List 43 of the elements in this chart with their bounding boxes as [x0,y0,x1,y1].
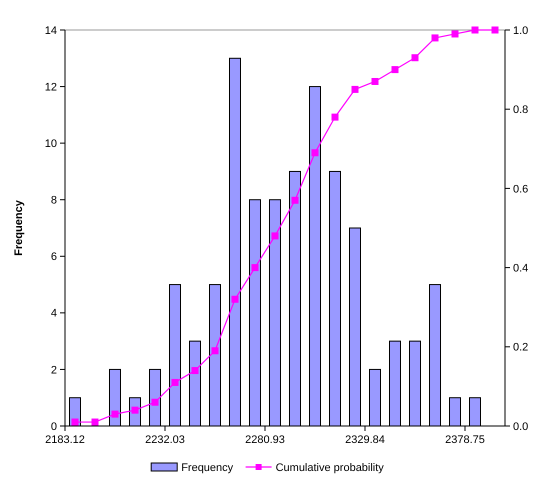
point [212,347,218,354]
point [91,418,98,426]
x-tick-label: 2378.75 [445,434,485,446]
point [152,398,159,406]
y-tick-label: 2 [50,364,57,376]
point [231,296,238,303]
y-tick-label: 4 [50,308,57,320]
y2-tick-label: 0.4 [513,262,528,274]
y2-tick-label: 0.2 [513,342,528,354]
point [192,367,198,374]
point [332,114,339,121]
y2-tick-label: 0.6 [513,183,528,196]
x-tick-label: 2280.93 [245,434,285,446]
point [452,30,459,38]
point [271,232,278,240]
y-tick-label: 8 [50,194,57,207]
point [292,196,299,204]
x-tick-label: 2183.12 [45,434,85,446]
point [492,26,498,34]
legend-label: Cumulative probability [276,462,384,474]
legend-label: Frequency [181,462,234,474]
point [251,264,258,272]
y-tick-label: 10 [44,138,57,150]
point [391,66,398,74]
point [432,34,439,42]
y2-tick-label: 0.8 [513,104,528,116]
y-axis-title: Frequency [13,199,25,256]
y-tick-label: 12 [44,81,57,94]
point [352,86,358,93]
point [172,378,179,386]
point [472,26,479,34]
y2-tick-label: 0.0 [513,420,528,433]
y-tick-label: 0 [50,420,57,433]
point [111,410,118,418]
x-tick-label: 2232.03 [145,434,185,446]
y-tick-label: 6 [50,251,57,264]
x-tick-label: 2329.84 [345,434,385,446]
y2-tick-label: 1.0 [513,24,528,37]
y-tick-label: 14 [44,24,57,37]
point [312,149,319,156]
point [372,78,378,85]
point [72,418,78,426]
point [411,54,418,62]
